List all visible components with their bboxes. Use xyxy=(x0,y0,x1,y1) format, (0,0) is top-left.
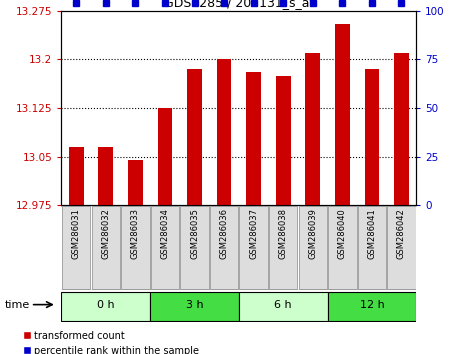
Bar xyxy=(98,147,113,205)
Bar xyxy=(69,147,84,205)
Title: GDS3285 / 201131_s_at: GDS3285 / 201131_s_at xyxy=(164,0,314,10)
Text: GSM286032: GSM286032 xyxy=(101,208,110,259)
Text: 6 h: 6 h xyxy=(274,299,292,310)
Bar xyxy=(306,53,320,205)
Bar xyxy=(335,24,350,205)
Text: GSM286036: GSM286036 xyxy=(219,208,228,259)
Text: GSM286042: GSM286042 xyxy=(397,208,406,259)
Text: GSM286035: GSM286035 xyxy=(190,208,199,259)
Text: 0 h: 0 h xyxy=(97,299,114,310)
Text: GSM286037: GSM286037 xyxy=(249,208,258,259)
Bar xyxy=(239,206,268,290)
Legend: transformed count, percentile rank within the sample: transformed count, percentile rank withi… xyxy=(19,327,203,354)
Text: GSM286034: GSM286034 xyxy=(160,208,169,259)
Bar xyxy=(158,108,172,205)
Text: GSM286038: GSM286038 xyxy=(279,208,288,259)
Bar xyxy=(246,72,261,205)
Text: GSM286031: GSM286031 xyxy=(72,208,81,259)
Text: GSM286041: GSM286041 xyxy=(368,208,377,259)
Bar xyxy=(61,292,150,321)
Bar xyxy=(394,53,409,205)
Bar xyxy=(187,69,202,205)
Bar xyxy=(62,206,90,290)
Bar xyxy=(365,69,379,205)
Text: GSM286039: GSM286039 xyxy=(308,208,317,259)
Bar xyxy=(151,206,179,290)
Bar xyxy=(239,292,327,321)
Text: time: time xyxy=(5,299,30,310)
Bar xyxy=(92,206,120,290)
Bar xyxy=(298,206,327,290)
Text: 3 h: 3 h xyxy=(186,299,203,310)
Bar xyxy=(210,206,238,290)
Bar xyxy=(128,160,143,205)
Bar xyxy=(387,206,416,290)
Bar xyxy=(217,59,231,205)
Bar xyxy=(121,206,149,290)
Bar xyxy=(150,292,239,321)
Bar xyxy=(327,292,416,321)
Bar xyxy=(358,206,386,290)
Text: GSM286040: GSM286040 xyxy=(338,208,347,259)
Text: 12 h: 12 h xyxy=(359,299,384,310)
Bar xyxy=(328,206,357,290)
Bar xyxy=(276,75,290,205)
Text: GSM286033: GSM286033 xyxy=(131,208,140,259)
Bar xyxy=(180,206,209,290)
Bar xyxy=(269,206,298,290)
